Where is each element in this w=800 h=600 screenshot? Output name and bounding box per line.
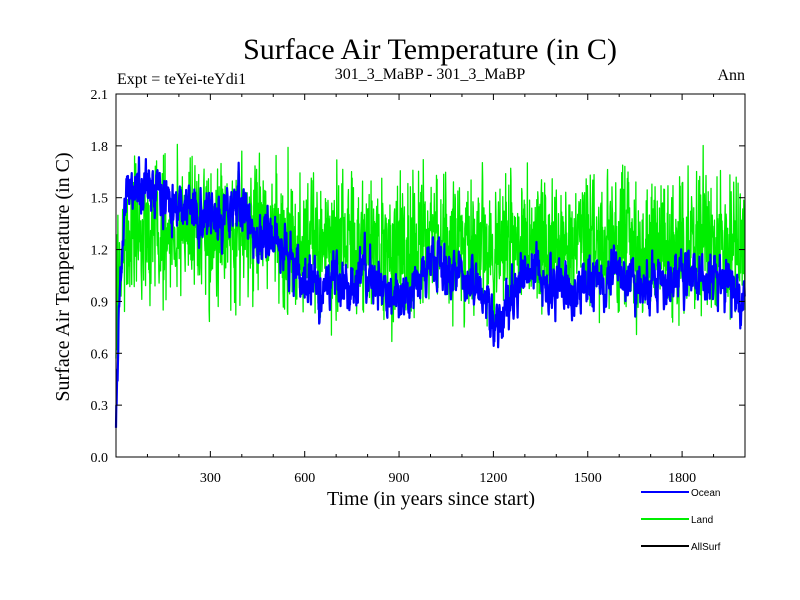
x-tick-label: 1500 [574, 471, 602, 486]
y-tick-label: 0.0 [91, 451, 109, 466]
legend-label-ocean: Ocean [691, 488, 720, 499]
y-axis-label: Surface Air Temperature (in C) [52, 152, 74, 401]
legend-label-land: Land [691, 515, 713, 526]
series-line-ocean [114, 156, 746, 428]
y-tick-labels: 0.0 0.3 0.6 0.9 1.2 1.5 1.8 2.1 [91, 88, 109, 466]
x-tick-label: 1200 [479, 471, 507, 486]
season-label: Ann [717, 67, 745, 84]
x-tick-label: 1800 [668, 471, 696, 486]
chart-title: Surface Air Temperature (in C) [243, 33, 617, 66]
axis-ticks [116, 93, 745, 458]
experiment-label: Expt = teYei-teYdi1 [117, 71, 246, 88]
y-tick-label: 0.3 [91, 399, 109, 414]
series-line-land [115, 143, 746, 359]
y-tick-label: 1.2 [91, 244, 109, 259]
period-label: 301_3_MaBP - 301_3_MaBP [335, 66, 526, 83]
plot-series [114, 143, 746, 428]
y-tick-label: 1.8 [91, 140, 109, 155]
y-tick-label: 2.1 [91, 88, 109, 103]
x-tick-label: 600 [294, 471, 315, 486]
x-axis-label: Time (in years since start) [327, 488, 535, 510]
legend-label-allsurf: AllSurf [691, 542, 721, 553]
y-tick-label: 1.5 [91, 192, 109, 207]
y-tick-label: 0.9 [91, 295, 109, 310]
x-tick-label: 300 [200, 471, 221, 486]
y-tick-label: 0.6 [91, 347, 109, 362]
x-tick-labels: 300 600 900 1200 1500 1800 [200, 471, 696, 486]
legend: Ocean Land AllSurf [641, 488, 721, 553]
x-tick-label: 900 [389, 471, 410, 486]
